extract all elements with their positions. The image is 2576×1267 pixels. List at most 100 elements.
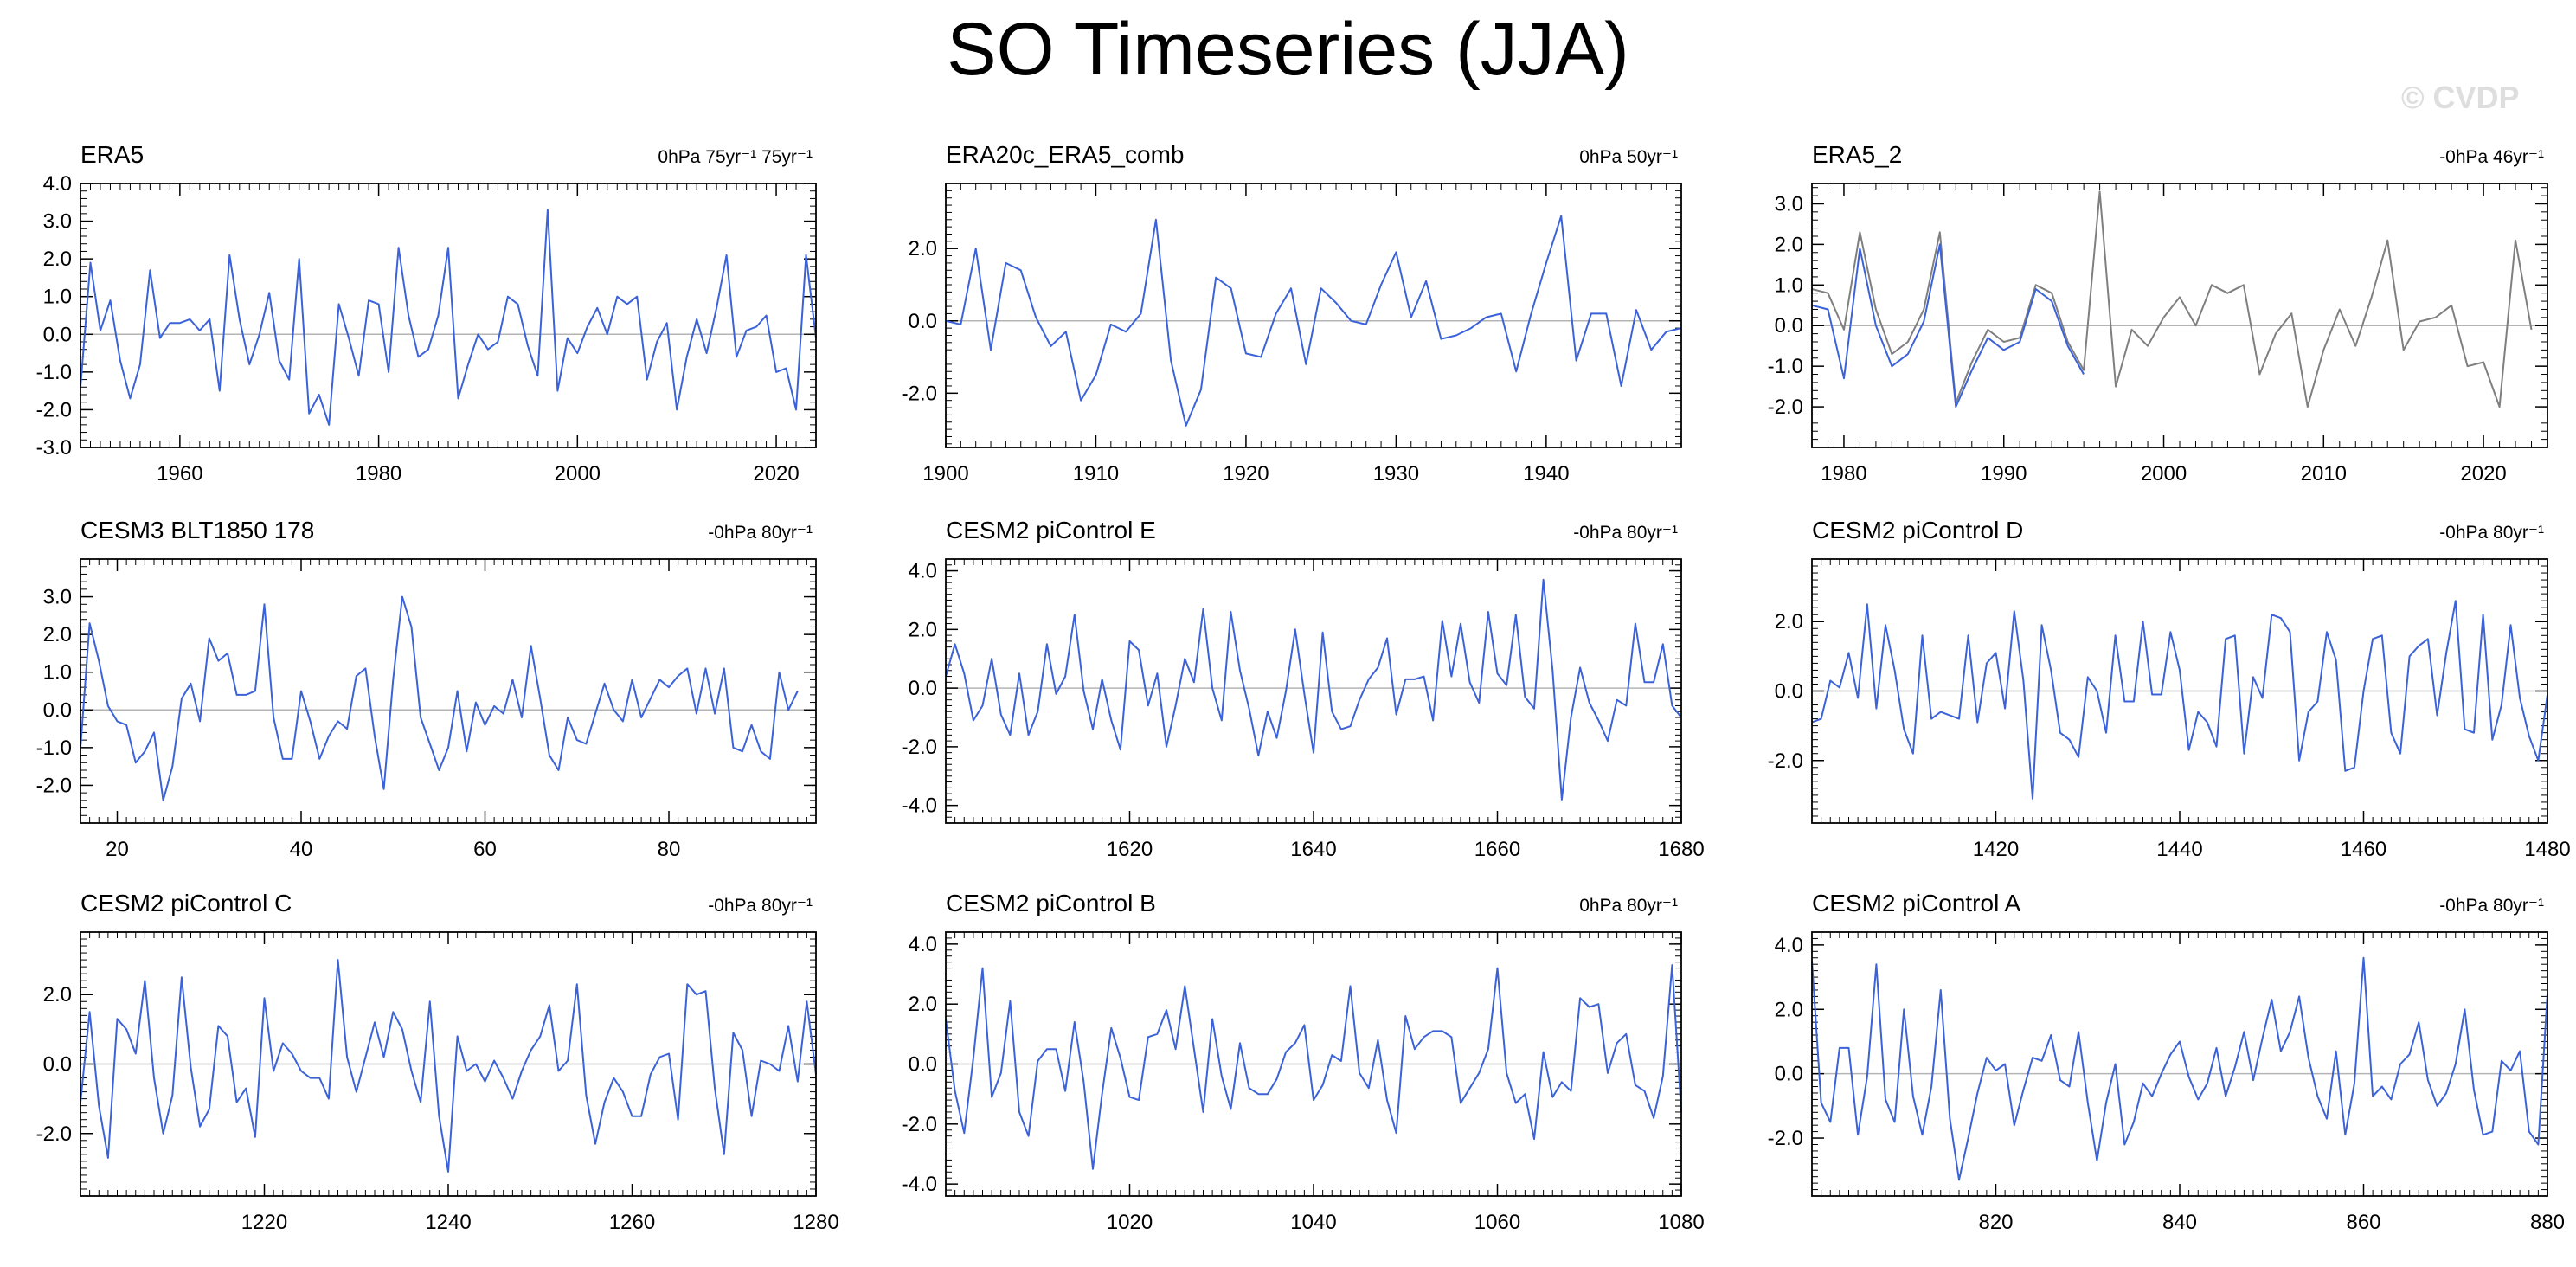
panel-right-label: -0hPa 46yr⁻¹ bbox=[2439, 147, 2544, 167]
x-tick-label: 1930 bbox=[1373, 462, 1419, 486]
y-tick-label: -2.0 bbox=[902, 1113, 937, 1136]
y-tick-label: 4.0 bbox=[909, 933, 937, 956]
plot-frame bbox=[1811, 558, 2548, 824]
panel-title: CESM3 BLT1850 178 bbox=[80, 517, 314, 543]
series-line bbox=[80, 595, 799, 801]
y-tick-label: 3.0 bbox=[43, 210, 72, 234]
panel: CESM2 piControl C -0hPa 80yr⁻¹ 1220 1240 126… bbox=[36, 890, 839, 1234]
y-tick-label: -3.0 bbox=[36, 436, 72, 460]
page-title: SO Timeseries (JJA) bbox=[947, 8, 1629, 91]
panel: ERA20c_ERA5_comb 0hPa 50yr⁻¹ 1900 1910 1920 1… bbox=[902, 141, 1682, 486]
y-tick-label: -2.0 bbox=[902, 736, 937, 759]
watermark: © CVDP bbox=[2401, 80, 2520, 115]
x-tick-label: 1680 bbox=[1658, 838, 1704, 861]
y-tick-label: 3.0 bbox=[43, 586, 72, 609]
panel-right-label: 0hPa 50yr⁻¹ bbox=[1579, 147, 1678, 167]
x-tick-label: 1220 bbox=[241, 1211, 287, 1234]
panel: CESM3 BLT1850 178 -0hPa 80yr⁻¹ 20 40 60 80 -2.… bbox=[36, 517, 817, 861]
y-tick-label: 0.0 bbox=[909, 677, 937, 700]
x-tick-label: 2000 bbox=[2141, 462, 2187, 486]
panel: CESM2 piControl B 0hPa 80yr⁻¹ 1020 1040 1060… bbox=[902, 890, 1705, 1234]
panel-title: CESM2 piControl D bbox=[1812, 517, 2023, 543]
y-tick-label: -4.0 bbox=[902, 794, 937, 818]
y-tick-label: 2.0 bbox=[43, 248, 72, 271]
series-line bbox=[1811, 190, 2533, 408]
y-tick-label: 4.0 bbox=[1775, 934, 1803, 957]
x-tick-label: 2020 bbox=[2460, 462, 2506, 486]
plot-frame bbox=[80, 558, 817, 824]
x-tick-label: 1910 bbox=[1073, 462, 1119, 486]
y-tick-label: 2.0 bbox=[1775, 233, 1803, 256]
y-tick-label: 0.0 bbox=[43, 1053, 72, 1077]
panel-title: CESM2 piControl E bbox=[946, 517, 1156, 543]
panel-right-label: -0hPa 80yr⁻¹ bbox=[1573, 523, 1678, 543]
x-tick-label: 1920 bbox=[1223, 462, 1269, 486]
panel-right-label: 0hPa 75yr⁻¹ 75yr⁻¹ bbox=[658, 147, 813, 167]
panel-title: ERA5 bbox=[80, 141, 144, 168]
panel: ERA5_2 -0hPa 46yr⁻¹ 1980 1990 2000 2010 2020 -2… bbox=[1768, 141, 2548, 486]
panel-right-label: -0hPa 80yr⁻¹ bbox=[708, 523, 813, 543]
plot-frame bbox=[945, 931, 1682, 1197]
x-tick-label: 1900 bbox=[922, 462, 968, 486]
x-tick-label: 1060 bbox=[1474, 1211, 1520, 1234]
panel-title: CESM2 piControl A bbox=[1812, 890, 2021, 916]
y-tick-label: 1.0 bbox=[1775, 273, 1803, 297]
panel-title: CESM2 piControl C bbox=[80, 890, 292, 916]
y-tick-label: 0.0 bbox=[1775, 314, 1803, 338]
x-tick-label: 1040 bbox=[1290, 1211, 1336, 1234]
x-tick-label: 1440 bbox=[2156, 838, 2202, 861]
panel-right-label: -0hPa 80yr⁻¹ bbox=[2439, 896, 2544, 916]
x-tick-label: 1940 bbox=[1523, 462, 1569, 486]
x-tick-label: 80 bbox=[658, 838, 681, 861]
y-tick-label: 4.0 bbox=[43, 172, 72, 196]
series-line bbox=[1811, 243, 2085, 408]
x-tick-label: 1280 bbox=[793, 1211, 838, 1234]
panel: CESM2 piControl D -0hPa 80yr⁻¹ 1420 1440 146… bbox=[1768, 517, 2571, 861]
y-tick-label: 4.0 bbox=[909, 560, 937, 583]
panel-right-label: 0hPa 80yr⁻¹ bbox=[1579, 896, 1678, 916]
y-tick-label: 2.0 bbox=[909, 618, 937, 641]
x-tick-label: 1990 bbox=[1981, 462, 2027, 486]
plot-frame bbox=[80, 183, 817, 448]
series-line bbox=[1811, 956, 2548, 1181]
y-tick-label: 2.0 bbox=[909, 237, 937, 260]
x-tick-label: 1640 bbox=[1290, 838, 1336, 861]
y-tick-label: 1.0 bbox=[43, 286, 72, 309]
x-tick-label: 1980 bbox=[356, 462, 401, 486]
plot-frame bbox=[945, 183, 1682, 448]
y-tick-label: 0.0 bbox=[1775, 1063, 1803, 1086]
panel-right-label: -0hPa 80yr⁻¹ bbox=[708, 896, 813, 916]
panel-title: ERA5_2 bbox=[1812, 141, 1902, 168]
y-tick-label: -1.0 bbox=[1768, 355, 1803, 378]
panel-right-label: -0hPa 80yr⁻¹ bbox=[2439, 523, 2544, 543]
x-tick-label: 880 bbox=[2530, 1211, 2565, 1234]
y-tick-label: -2.0 bbox=[1768, 1127, 1803, 1150]
y-tick-label: 0.0 bbox=[43, 323, 72, 346]
x-tick-label: 40 bbox=[290, 838, 313, 861]
x-tick-label: 60 bbox=[473, 838, 497, 861]
y-tick-label: 2.0 bbox=[1775, 998, 1803, 1021]
y-tick-label: -2.0 bbox=[36, 398, 72, 421]
x-tick-label: 820 bbox=[1978, 1211, 2013, 1234]
panel-title: ERA20c_ERA5_comb bbox=[946, 141, 1184, 168]
x-tick-label: 1620 bbox=[1107, 838, 1153, 861]
y-tick-label: -2.0 bbox=[902, 382, 937, 405]
y-tick-label: -2.0 bbox=[1768, 749, 1803, 773]
series-line bbox=[1811, 600, 2548, 800]
x-tick-label: 2010 bbox=[2301, 462, 2347, 486]
y-tick-label: -4.0 bbox=[902, 1173, 937, 1196]
x-tick-label: 1460 bbox=[2341, 838, 2386, 861]
y-tick-label: 0.0 bbox=[909, 310, 937, 333]
y-tick-label: -2.0 bbox=[36, 774, 72, 797]
x-tick-label: 840 bbox=[2162, 1211, 2197, 1234]
series-line bbox=[945, 215, 1682, 427]
panel: CESM2 piControl E -0hPa 80yr⁻¹ 1620 1640 166… bbox=[902, 517, 1705, 861]
y-tick-label: -2.0 bbox=[1768, 396, 1803, 419]
plot-frame bbox=[945, 558, 1682, 824]
y-tick-label: -2.0 bbox=[36, 1122, 72, 1146]
x-tick-label: 1260 bbox=[609, 1211, 655, 1234]
y-tick-label: 2.0 bbox=[909, 993, 937, 1016]
x-tick-label: 2020 bbox=[753, 462, 799, 486]
y-tick-label: 0.0 bbox=[909, 1053, 937, 1077]
